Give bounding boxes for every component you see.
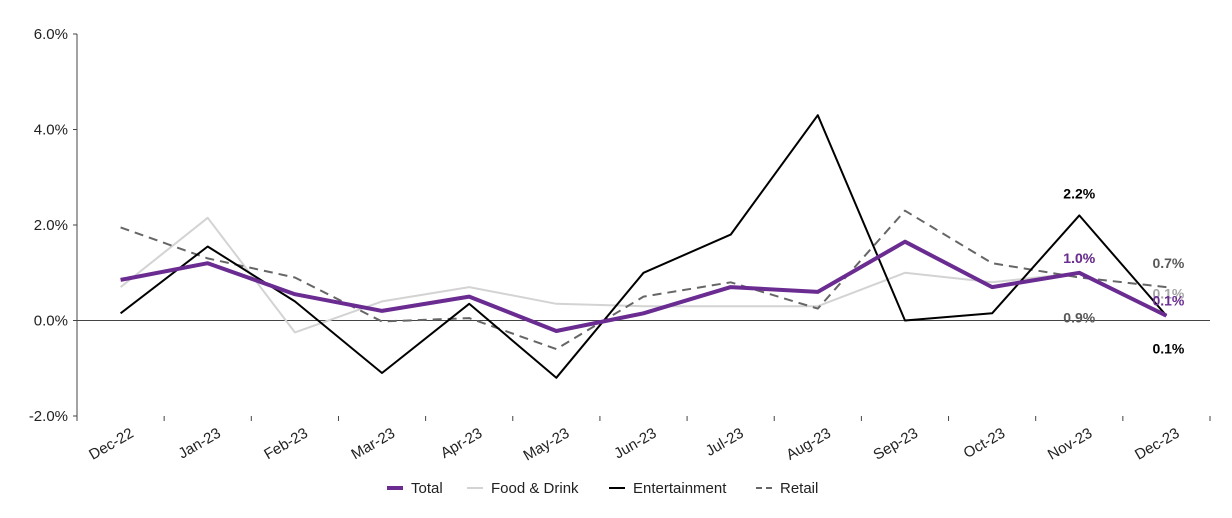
- y-tick-label: 6.0%: [34, 26, 68, 43]
- x-tick-label: Sep-23: [871, 425, 921, 464]
- series-line-entertainment: [119, 114, 1168, 379]
- x-tick-label: Aug-23: [783, 425, 833, 464]
- data-label: 1.0%: [1063, 250, 1095, 266]
- legend-label-retail: Retail: [780, 480, 818, 497]
- data-label: 0.1%: [1152, 341, 1184, 357]
- x-tick-label: Oct-23: [961, 425, 1008, 462]
- data-label: 1.0%: [1063, 250, 1095, 266]
- x-tick-label: Dec-23: [1132, 425, 1182, 464]
- data-label: 0.7%: [1152, 255, 1184, 271]
- x-tick-label: Jul-23: [703, 425, 747, 460]
- series-line-food-drink: [119, 216, 1167, 334]
- series-line-retail: [120, 209, 1167, 351]
- y-tick-label: 0.0%: [34, 313, 68, 330]
- x-tick-label: Jan-23: [176, 425, 224, 463]
- data-label: 0.1%: [1152, 293, 1184, 309]
- data-label: 2.2%: [1063, 185, 1095, 201]
- x-tick-label: Feb-23: [261, 425, 311, 463]
- series-line-total: [120, 239, 1168, 333]
- x-tick-label: May-23: [521, 425, 573, 465]
- data-label: 0.9%: [1063, 310, 1095, 326]
- x-tick-label: Dec-22: [86, 425, 136, 464]
- y-tick-label: 4.0%: [34, 122, 68, 139]
- y-tick-label: 2.0%: [34, 217, 68, 234]
- legend-label-total: Total: [411, 480, 443, 497]
- legend-label-food-drink: Food & Drink: [491, 480, 579, 497]
- x-tick-label: Nov-23: [1045, 425, 1095, 464]
- x-tick-label: Apr-23: [438, 425, 485, 462]
- data-label: 0.1%: [1152, 286, 1184, 302]
- legend-label-entertainment: Entertainment: [633, 480, 727, 497]
- x-tick-label: Jun-23: [611, 425, 659, 463]
- y-tick-label: -2.0%: [29, 408, 68, 425]
- x-tick-label: Mar-23: [348, 425, 398, 463]
